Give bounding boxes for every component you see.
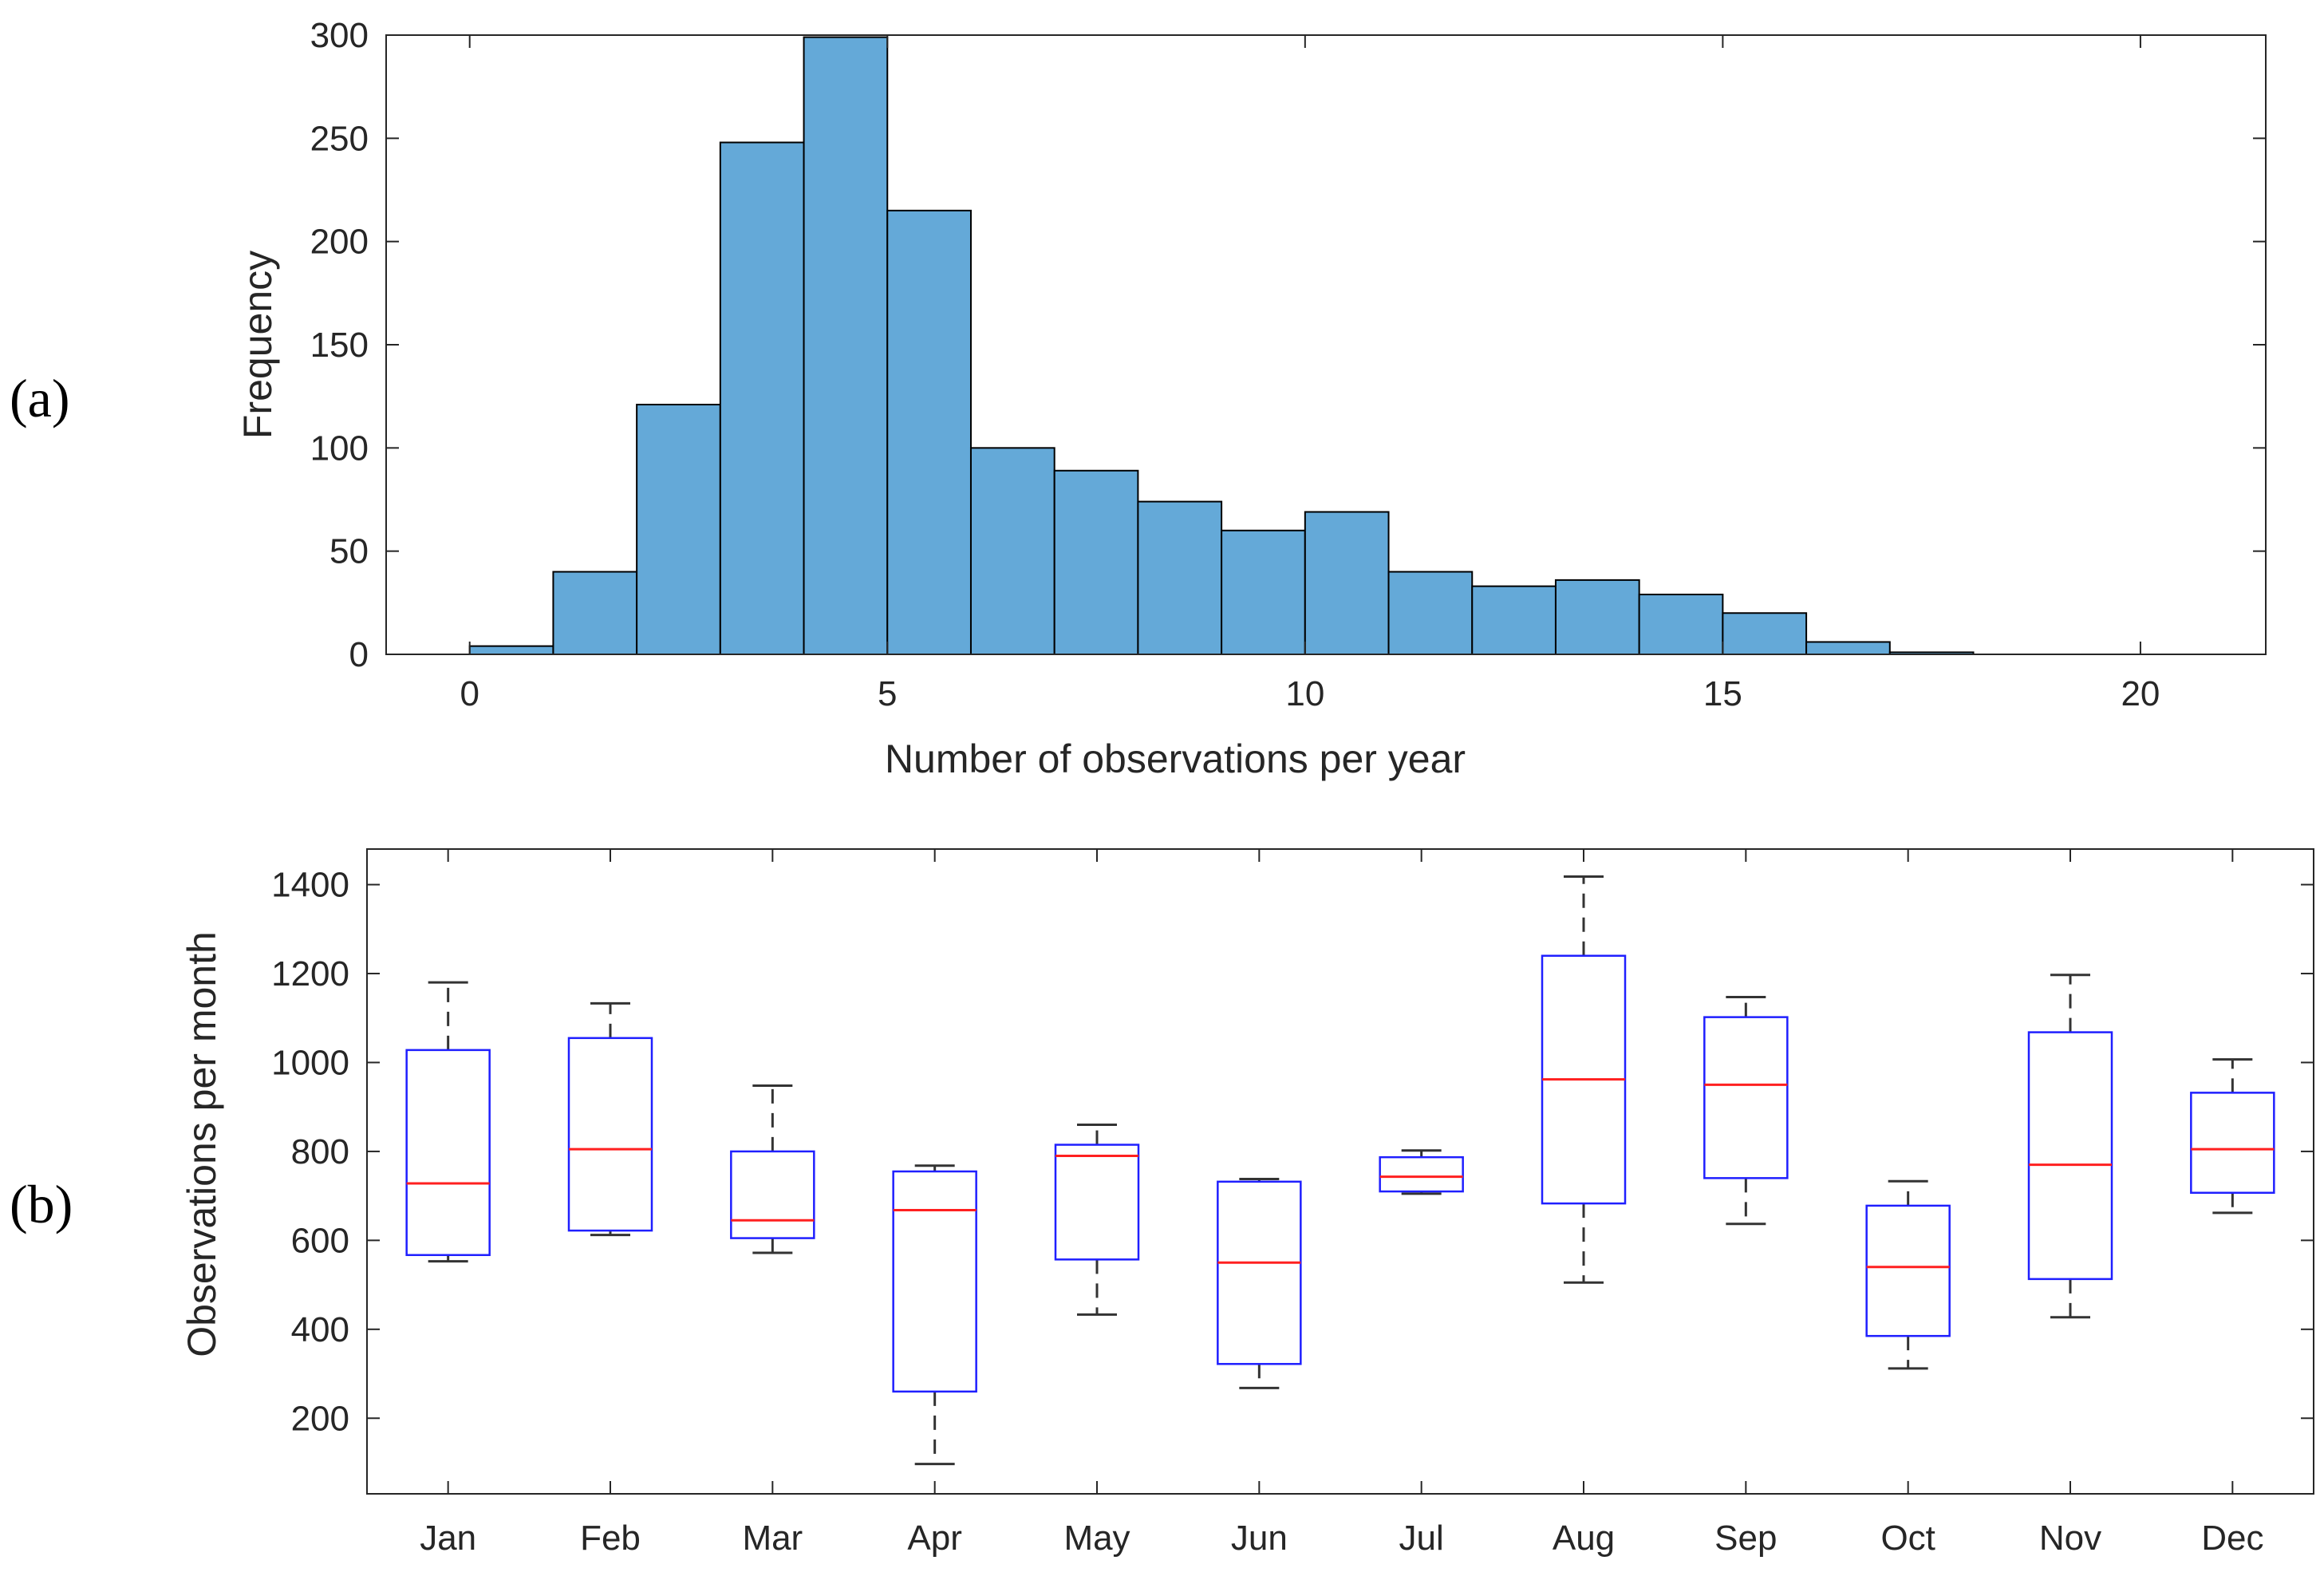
y-tick-label: 250 [310,119,369,158]
histogram-bar [969,447,1055,655]
box-may [1054,1123,1140,1316]
histogram-x-axis-label: Number of observations per year [885,737,1466,781]
boxplot-axes: 200 400 600 800 1000 1200 1400 Jan Feb Mar Apr May J… [271,848,2314,1558]
box-iqr [567,1037,653,1232]
histogram-y-axis-label: Frequency [235,251,280,439]
histogram-bar [1722,612,1808,655]
box-iqr [1054,1144,1140,1261]
box-iqr [2027,1031,2113,1281]
histogram-bars [468,36,1975,656]
y-tick-label: 300 [310,16,369,55]
x-tick-label: 10 [1285,674,1324,713]
box-iqr [892,1170,977,1393]
histogram-bar [1805,641,1891,655]
y-tick-label: 600 [291,1221,349,1260]
x-tick-label: Dec [2201,1519,2263,1558]
x-tick-label: 20 [2121,674,2160,713]
panel-a-label: (a) [10,368,69,429]
box-feb [567,1001,653,1237]
x-tick-label: 5 [878,674,897,713]
box-jun [1217,1177,1302,1389]
box-mar [730,1084,815,1254]
box-jul [1379,1149,1464,1195]
histogram-bar [1221,529,1306,655]
box-jan [405,981,491,1263]
histogram-bar [1554,579,1640,656]
y-tick-label: 200 [291,1399,349,1438]
box-iqr [1379,1155,1464,1193]
x-tick-label: Sep [1714,1519,1777,1558]
histogram-bar [886,209,972,656]
x-tick-label: Nov [2039,1519,2101,1558]
histogram-bar [1471,585,1557,656]
boxplot-marks [405,875,2275,1466]
x-tick-label: Jun [1231,1519,1288,1558]
y-tick-label: 0 [349,635,369,674]
y-tick-label: 400 [291,1310,349,1349]
y-tick-label: 1200 [271,954,349,993]
x-tick-label: Oct [1880,1519,1935,1558]
y-tick-label: 200 [310,223,369,262]
y-tick-label: 150 [310,326,369,365]
x-tick-label: Jan [420,1519,476,1558]
y-tick-label: 1000 [271,1043,349,1082]
histogram-bar [1304,511,1390,656]
boxplot-y-axis-label: Observations per month [180,931,224,1357]
x-tick-label: 15 [1703,674,1742,713]
box-iqr [1217,1180,1302,1365]
histogram-bar [1053,469,1139,656]
box-sep [1703,996,1789,1226]
box-dec [2190,1058,2275,1215]
box-oct [1865,1179,1951,1370]
box-iqr [2190,1092,2275,1194]
histogram-bar [1387,571,1474,655]
y-tick-label: 50 [329,532,369,571]
x-tick-label: Mar [742,1519,803,1558]
boxplot-plot-frame [366,848,2314,1495]
y-tick-label: 800 [291,1132,349,1171]
box-iqr [405,1049,491,1257]
x-tick-label: Feb [580,1519,641,1558]
histogram-bar [468,645,554,655]
histogram-bar [803,36,889,655]
histogram-bar [636,404,721,655]
box-iqr [1703,1016,1789,1179]
x-tick-label: Aug [1553,1519,1615,1558]
box-iqr [730,1150,815,1239]
box-aug [1541,875,1627,1284]
x-tick-label: 0 [460,674,479,713]
histogram-bar [719,141,805,656]
x-tick-label: May [1063,1519,1130,1558]
y-tick-label: 1400 [271,866,349,905]
panel-b-label: (b) [10,1174,73,1234]
histogram-bar [1137,500,1223,655]
box-nov [2027,974,2113,1319]
boxplot-chart: 200 400 600 800 1000 1200 1400 Jan Feb Mar Apr May J… [180,848,2314,1558]
histogram-bar [1638,593,1724,656]
box-apr [892,1164,977,1466]
histogram-bar [552,571,638,655]
x-tick-label: Jul [1399,1519,1444,1558]
x-tick-label: Apr [907,1519,961,1558]
box-iqr [1865,1204,1951,1337]
y-tick-label: 100 [310,429,369,468]
